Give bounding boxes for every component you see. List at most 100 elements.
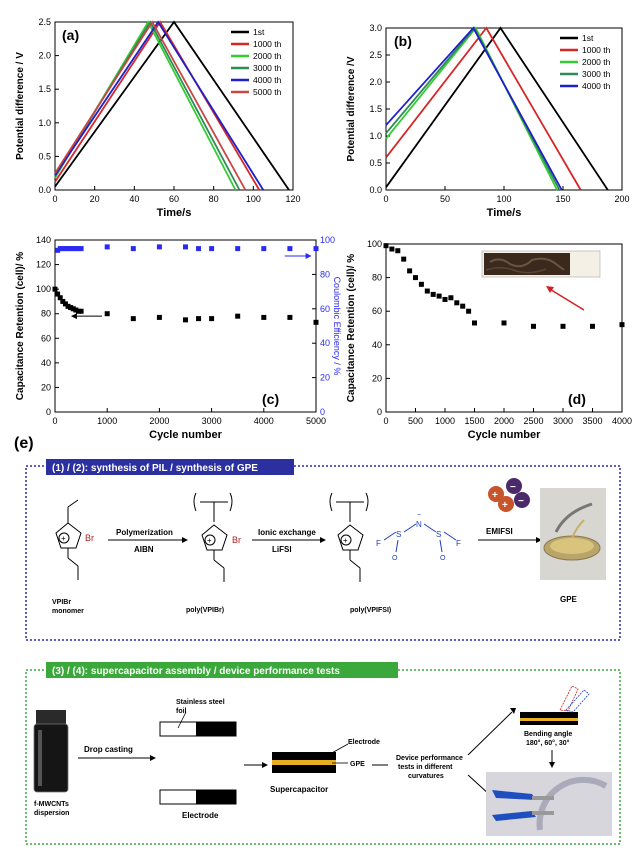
retention-point [424, 288, 430, 294]
x-axis-label: Time/s [157, 207, 192, 219]
ion-plus-1: + [492, 490, 498, 501]
fsi-f-right: F [456, 539, 461, 548]
branch-arrow-up [467, 711, 513, 756]
x-tick-label: 100 [246, 194, 261, 204]
fsi-minus: − [417, 512, 421, 519]
y2-tick-label: 60 [320, 304, 330, 314]
efficiency-point [62, 246, 68, 252]
retention-point [460, 303, 466, 309]
supercapacitor-stack [272, 743, 349, 773]
panel-label: (a) [62, 27, 79, 43]
x-tick-label: 1000 [435, 416, 455, 426]
x-axis-label: Time/s [487, 207, 522, 219]
x-tick-label: 80 [209, 194, 219, 204]
retention-point [619, 322, 625, 328]
panel-label: (b) [394, 33, 412, 49]
bending-label-1: Bending angle [524, 731, 572, 738]
x-tick-label: 40 [129, 194, 139, 204]
dispersion-vial [33, 710, 69, 793]
x-tick-label: 3500 [582, 416, 602, 426]
scheme-synthesis: (1) / (2): synthesis of PIL / synthesis … [25, 459, 621, 641]
efficiency-point [183, 244, 188, 250]
panel-label: (d) [568, 391, 586, 407]
step3-top: EMIFSI [486, 527, 513, 536]
y-tick-label: 2.0 [369, 77, 382, 87]
retention-point [590, 323, 595, 329]
x-tick-label: 5000 [306, 416, 326, 426]
retention-point [448, 295, 454, 301]
x-tick-label: 1000 [97, 416, 117, 426]
retention-point [454, 300, 460, 306]
y-tick-label: 0.0 [369, 185, 382, 195]
retention-point [104, 311, 110, 317]
y-tick-label: 40 [41, 358, 51, 368]
polymer1-label: poly(VPIBr) [186, 607, 224, 614]
ion-plus-2: + [502, 500, 508, 511]
x-tick-label: 2500 [523, 416, 543, 426]
monomer-plus: + [61, 534, 66, 543]
y-tick-label: 2.5 [369, 50, 382, 60]
series-line [385, 26, 563, 191]
efficiency-point [104, 244, 110, 250]
electrode-photo-inset [481, 250, 601, 278]
polymer1-structure [193, 492, 233, 582]
retention-point [531, 323, 536, 329]
y-tick-label: 120 [36, 260, 51, 270]
retention-point [60, 298, 66, 304]
gpe-label: GPE [560, 595, 578, 604]
tests-label-1: Device performance [396, 755, 463, 762]
retention-point [466, 308, 472, 314]
y-tick-label: 2.5 [38, 17, 51, 27]
fsi-anion [383, 523, 457, 553]
series-line [54, 20, 265, 191]
y-tick-label: 1.0 [369, 131, 382, 141]
retention-point [52, 286, 58, 292]
retention-point [401, 256, 407, 262]
retention-point [209, 316, 215, 322]
legend-label: 5000 th [253, 87, 282, 97]
x-tick-label: 500 [408, 416, 423, 426]
retention-point [501, 320, 507, 326]
ion-minus-2: − [518, 496, 524, 507]
drop-casting-label: Drop casting [84, 745, 133, 754]
supercapacitor-label: Supercapacitor [270, 785, 328, 794]
inset-arrow-head [546, 286, 554, 293]
y-tick-label: 60 [41, 333, 51, 343]
y2-tick-label: 0 [320, 407, 325, 417]
retention-point [68, 305, 74, 311]
x-tick-label: 0 [52, 416, 57, 426]
retention-point [261, 314, 267, 320]
retention-point [472, 320, 477, 326]
y2-axis-label: Coulombic Efficiency / % [332, 277, 342, 376]
retention-point [313, 319, 319, 325]
y-tick-label: 40 [372, 340, 382, 350]
series-line [54, 20, 247, 191]
y2-tick-label: 100 [320, 235, 335, 245]
retention-point [78, 308, 84, 314]
scheme2-header-bg [46, 662, 398, 678]
bending-diagram [520, 685, 590, 725]
fsi-o-right: O [440, 555, 446, 562]
foil-label-2: foil [176, 708, 187, 715]
y-tick-label: 0.0 [38, 185, 51, 195]
retention-point [418, 281, 424, 287]
y-axis-label: Potential difference / V [15, 52, 26, 160]
gpe-photo [540, 488, 606, 580]
y-tick-label: 100 [36, 284, 51, 294]
retention-point [70, 306, 76, 312]
series-line [385, 26, 582, 191]
legend-label: 1000 th [253, 39, 282, 49]
y-tick-label: 3.0 [369, 23, 382, 33]
ion-minus-1: − [510, 482, 516, 493]
legend-label: 1st [253, 27, 265, 37]
plot-frame [54, 239, 317, 413]
y-tick-label: 80 [372, 273, 382, 283]
dispersion-label-2: dispersion [34, 810, 69, 817]
monomer-label-2: monomer [52, 608, 84, 615]
y-tick-label: 20 [372, 373, 382, 383]
y-tick-label: 0.5 [369, 158, 382, 168]
x-tick-label: 2000 [149, 416, 169, 426]
x-axis-label: Cycle number [149, 429, 222, 441]
efficiency-point [73, 246, 79, 252]
fsi-o-left: O [392, 555, 398, 562]
